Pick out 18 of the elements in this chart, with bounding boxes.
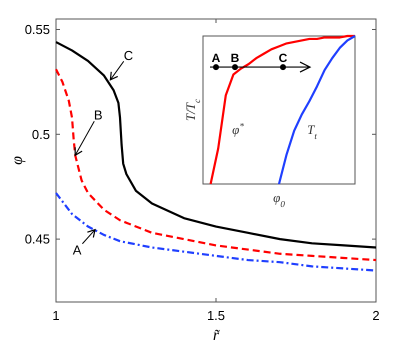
x-tick-label: 2 xyxy=(372,308,380,323)
y-tick-label: 0.45 xyxy=(24,232,50,247)
y-tick-label: 0.5 xyxy=(32,126,50,142)
x-axis-title: φ$_{0}$ xyxy=(273,190,286,209)
x-tick-label: 1.5 xyxy=(206,308,226,323)
y-tick-label: 0.55 xyxy=(24,22,50,37)
x-tick-label: 1 xyxy=(52,308,60,323)
annotation: B xyxy=(94,107,103,122)
annotation: A xyxy=(72,242,82,258)
x-axis-title: r̃ xyxy=(212,327,221,344)
annotation: C xyxy=(124,48,134,63)
annotation: A xyxy=(212,51,221,66)
annotation: C xyxy=(278,51,288,66)
annotation: B xyxy=(230,51,240,66)
line-series xyxy=(54,68,378,262)
series-label: φ$^{*}$ xyxy=(232,121,244,137)
series-label: T$_{t}$ xyxy=(307,122,318,141)
y-axis-title: φ xyxy=(9,156,26,165)
